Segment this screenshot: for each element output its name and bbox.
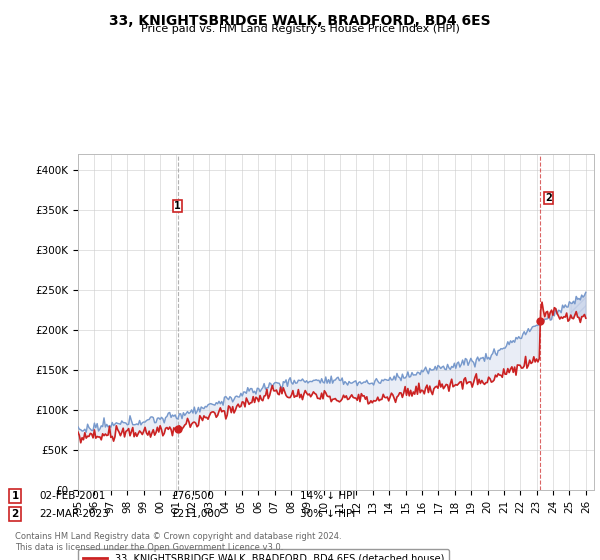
Text: Price paid vs. HM Land Registry's House Price Index (HPI): Price paid vs. HM Land Registry's House … bbox=[140, 24, 460, 34]
Text: 14% ↓ HPI: 14% ↓ HPI bbox=[300, 491, 355, 501]
Text: 02-FEB-2001: 02-FEB-2001 bbox=[39, 491, 106, 501]
Text: 1: 1 bbox=[11, 491, 19, 501]
Text: 2: 2 bbox=[11, 509, 19, 519]
Text: 30% ↓ HPI: 30% ↓ HPI bbox=[300, 509, 355, 519]
Legend: 33, KNIGHTSBRIDGE WALK, BRADFORD, BD4 6ES (detached house), HPI: Average price, : 33, KNIGHTSBRIDGE WALK, BRADFORD, BD4 6E… bbox=[78, 549, 449, 560]
Text: This data is licensed under the Open Government Licence v3.0.: This data is licensed under the Open Gov… bbox=[15, 543, 283, 552]
Text: 22-MAR-2023: 22-MAR-2023 bbox=[39, 509, 109, 519]
Text: 33, KNIGHTSBRIDGE WALK, BRADFORD, BD4 6ES: 33, KNIGHTSBRIDGE WALK, BRADFORD, BD4 6E… bbox=[109, 14, 491, 28]
Text: £211,000: £211,000 bbox=[171, 509, 220, 519]
Text: £76,500: £76,500 bbox=[171, 491, 214, 501]
Text: Contains HM Land Registry data © Crown copyright and database right 2024.: Contains HM Land Registry data © Crown c… bbox=[15, 532, 341, 541]
Text: 2: 2 bbox=[545, 193, 552, 203]
Text: 1: 1 bbox=[174, 201, 181, 211]
